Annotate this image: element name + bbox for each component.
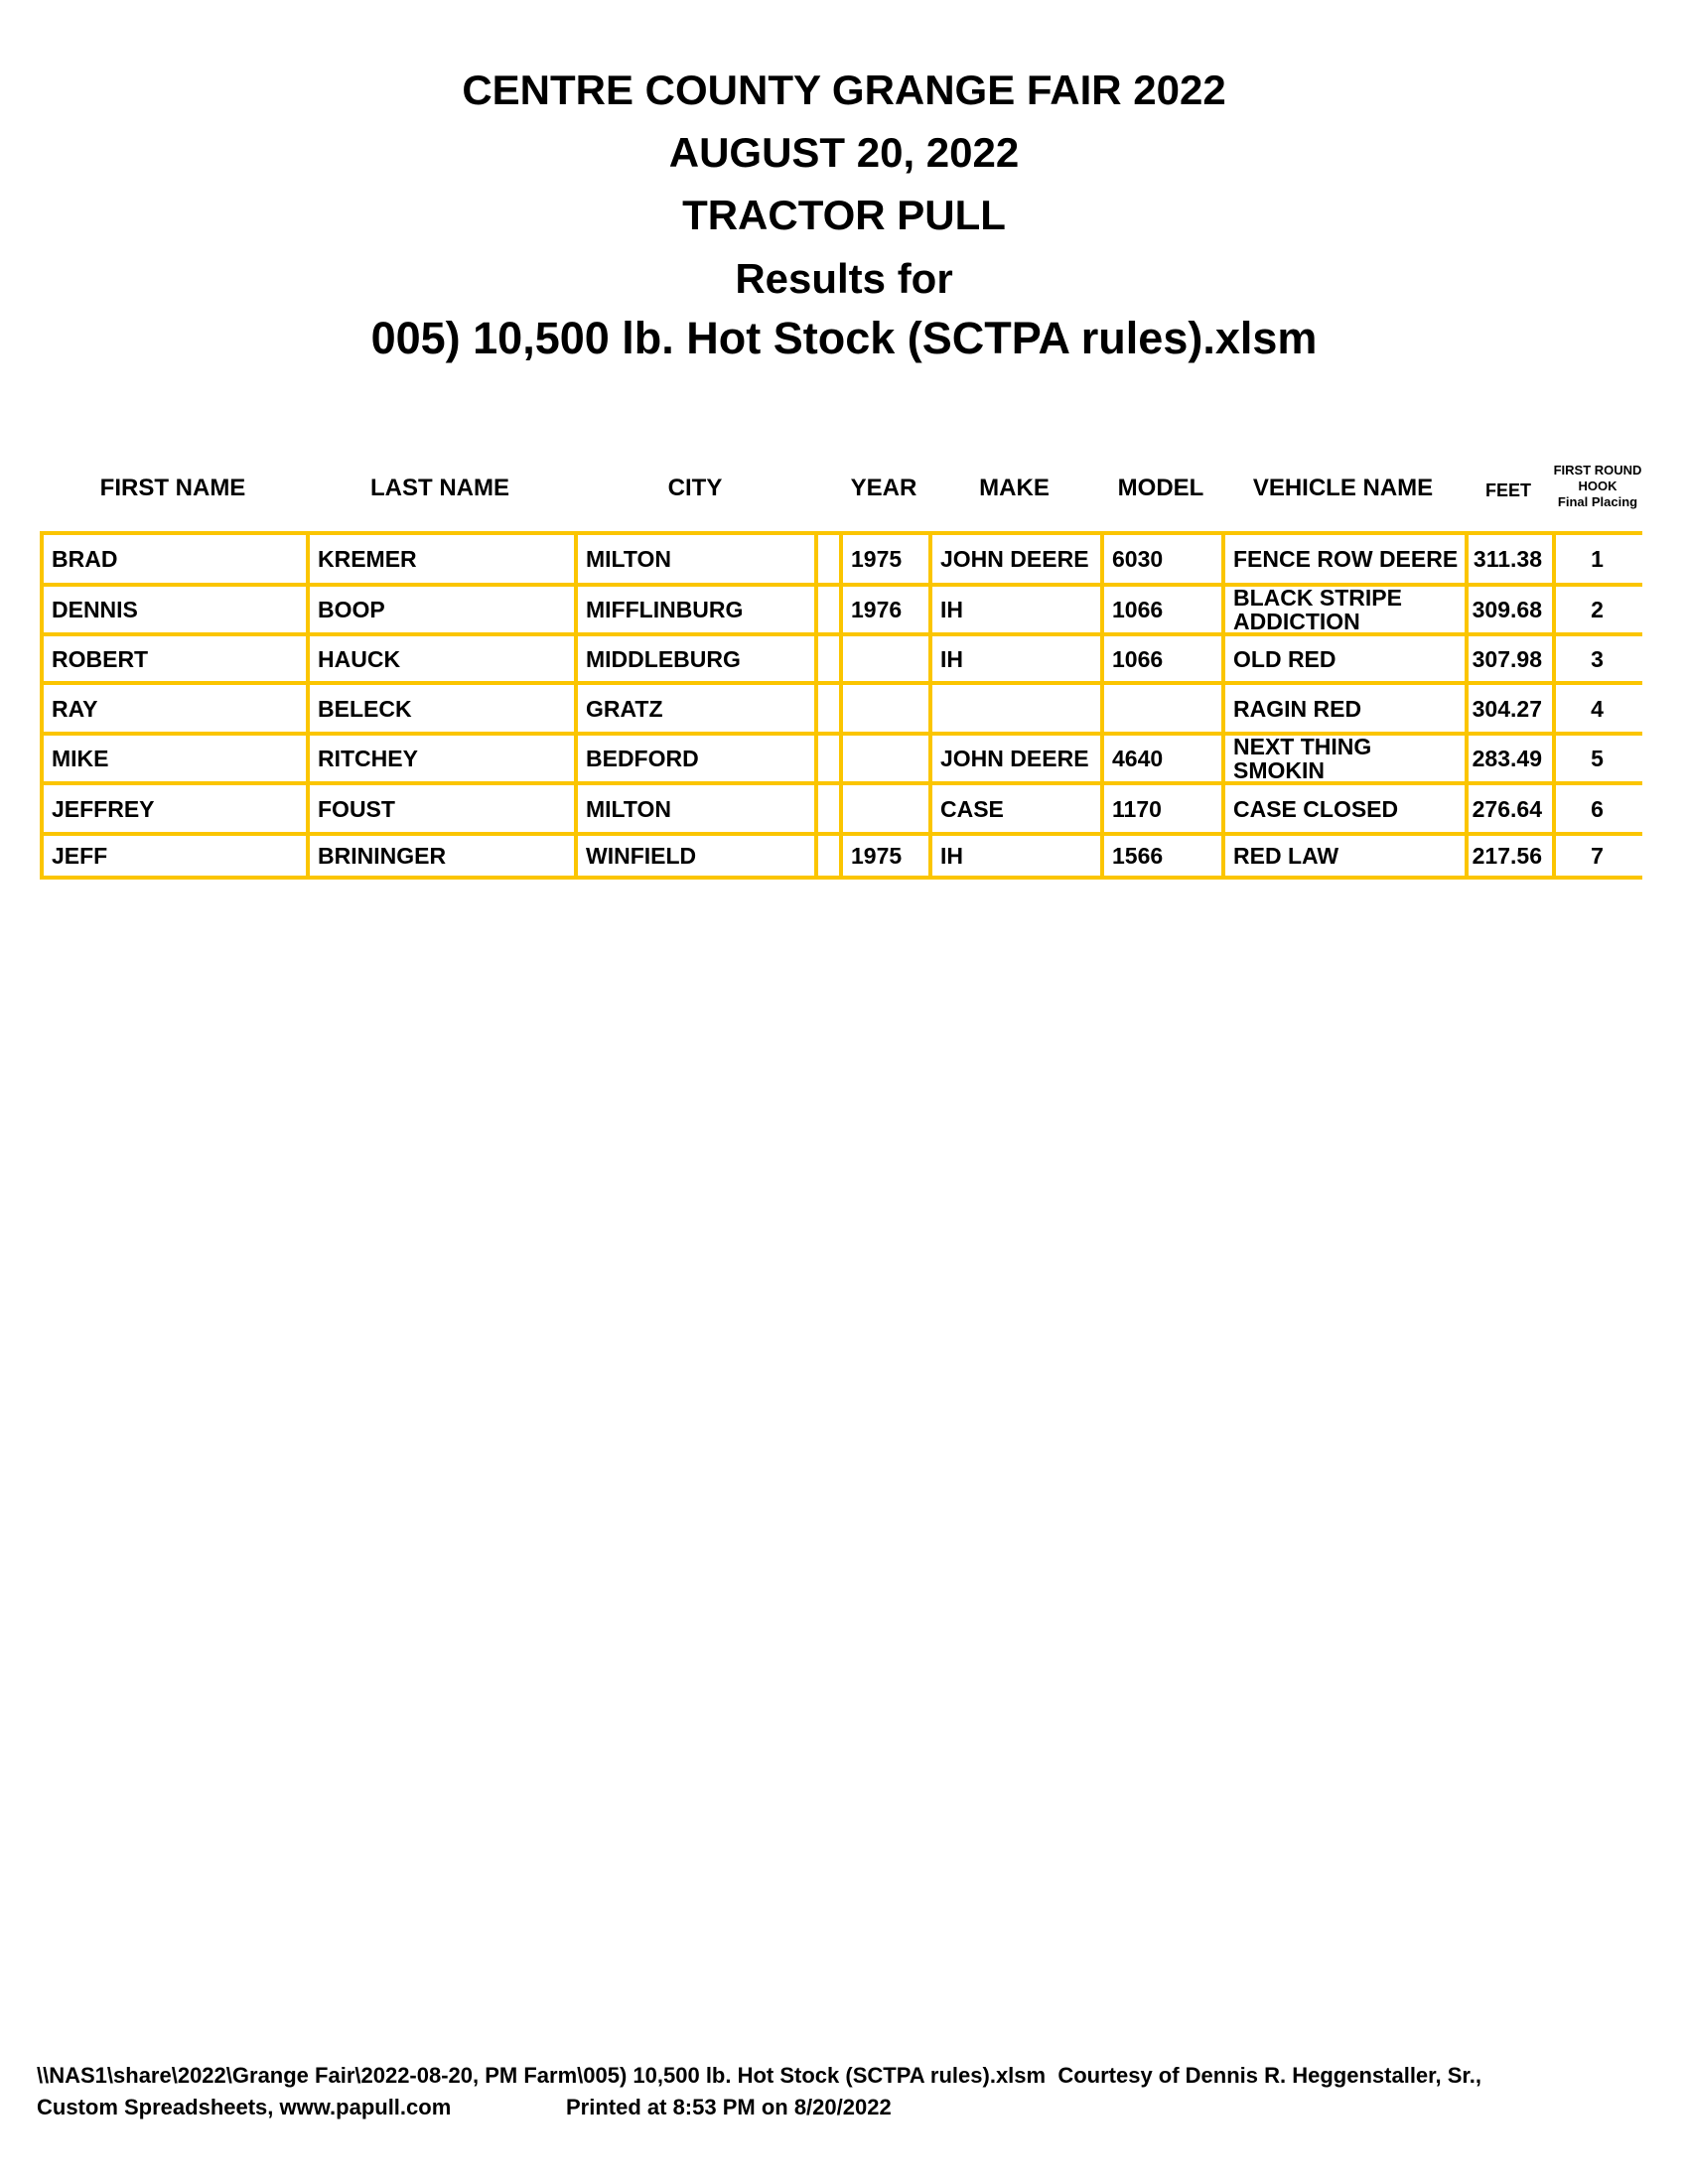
cell-year [843,736,924,781]
cell-model: 4640 [1112,746,1164,771]
column-header-model: MODEL [1117,475,1204,501]
page-title-date: AUGUST 20, 2022 [668,129,1020,176]
grid-vline [1221,531,1225,880]
cell-last-name: BELECK [318,695,412,722]
cell-vehicle-name: RAGIN RED [1233,695,1362,722]
cell-make [932,685,1096,732]
cell-model: 1170 [1112,795,1162,822]
grid-vline [928,531,932,880]
cell-year [843,785,924,832]
cell-city: MILTON [586,546,672,572]
grid-vline [814,531,818,880]
cell-first-name: JEFF [52,843,108,869]
cell-make: CASE [940,795,1004,822]
cell-make: IH [940,645,963,672]
page-title-results-for: Results for [735,255,953,302]
column-header-hook-line2: HOOK [1578,478,1618,493]
cell-first-name: ROBERT [52,645,149,672]
column-header-year: YEAR [850,475,917,501]
column-header-make: MAKE [979,475,1050,501]
cell-city: MIFFLINBURG [586,597,744,622]
cell-placing: 2 [1591,597,1604,622]
cell-make: JOHN DEERE [940,746,1089,771]
cell-year [843,636,924,681]
cell-year [843,685,924,732]
grid-vline [574,531,578,880]
cell-last-name: BRININGER [318,843,447,869]
cell-vehicle-name: NEXT THING SMOKIN [1233,734,1372,783]
cell-feet: 304.27 [1472,695,1542,722]
column-header-feet: FEET [1484,480,1531,500]
grid-vline [1100,531,1104,880]
cell-year: 1976 [851,597,903,622]
cell-placing: 1 [1591,546,1604,572]
cell-year: 1975 [851,546,903,572]
cell-feet: 217.56 [1472,843,1542,869]
footer-credit: Custom Spreadsheets, www.papull.com [37,2095,452,2119]
cell-city: WINFIELD [586,843,697,869]
cell-model: 1066 [1112,597,1164,622]
page-title-event: CENTRE COUNTY GRANGE FAIR 2022 [462,67,1226,113]
cell-vehicle-name: OLD RED [1233,645,1336,672]
page-title-class-file: 005) 10,500 lb. Hot Stock (SCTPA rules).… [370,313,1318,363]
footer-file-path: \\NAS1\share\2022\Grange Fair\2022-08-20… [37,2063,1481,2088]
column-header-first-name: FIRST NAME [99,475,246,501]
cell-last-name: HAUCK [318,645,401,672]
cell-model: 1566 [1112,843,1164,869]
cell-make: JOHN DEERE [940,546,1089,572]
cell-model: 1066 [1112,645,1164,672]
cell-year: 1975 [851,843,903,869]
cell-feet: 311.38 [1473,546,1542,572]
grid-vline [40,531,44,880]
cell-model: 6030 [1112,546,1164,572]
cell-placing: 3 [1591,645,1604,672]
cell-first-name: JEFFREY [52,795,155,822]
cell-vehicle-name: BLACK STRIPE ADDICTION [1233,585,1402,634]
column-header-hook-line3: Final Placing [1557,494,1638,509]
cell-vehicle-name: RED LAW [1233,843,1339,869]
cell-vehicle-name: CASE CLOSED [1233,795,1399,822]
cell-city: MIDDLEBURG [586,645,741,672]
cell-first-name: DENNIS [52,597,138,622]
cell-last-name: BOOP [318,597,385,622]
cell-first-name: RAY [52,695,98,722]
cell-placing: 6 [1591,795,1604,822]
cell-first-name: BRAD [52,546,118,572]
cell-last-name: FOUST [318,795,395,822]
grid-vline [839,531,843,880]
cell-make: IH [940,843,963,869]
column-header-first-round-hook: FIRST ROUND HOOK Final Placing [1552,463,1643,510]
column-header-last-name: LAST NAME [370,475,509,501]
cell-placing: 5 [1591,746,1604,771]
cell-city: BEDFORD [586,746,699,771]
cell-last-name: KREMER [318,546,417,572]
grid-vline [1465,531,1469,880]
cell-placing: 7 [1591,843,1604,869]
cell-feet: 283.49 [1472,746,1542,771]
cell-last-name: RITCHEY [318,746,418,771]
cell-first-name: MIKE [52,746,109,771]
grid-vline [1552,531,1556,880]
cell-feet: 307.98 [1472,645,1542,672]
cell-feet: 309.68 [1472,597,1542,622]
cell-city: MILTON [586,795,672,822]
grid-vline [306,531,310,880]
cell-vehicle-name: FENCE ROW DEERE [1233,546,1459,572]
column-header-city: CITY [667,475,723,501]
cell-model [1104,685,1217,732]
cell-make: IH [940,597,963,622]
cell-city: GRATZ [586,695,663,722]
column-header-hook-line1: FIRST ROUND [1553,463,1642,478]
cell-placing: 4 [1591,695,1604,722]
page-title-competition: TRACTOR PULL [682,192,1006,238]
column-header-vehicle-name: VEHICLE NAME [1252,475,1434,501]
footer-printed-timestamp: Printed at 8:53 PM on 8/20/2022 [566,2095,892,2119]
cell-feet: 276.64 [1472,795,1542,822]
